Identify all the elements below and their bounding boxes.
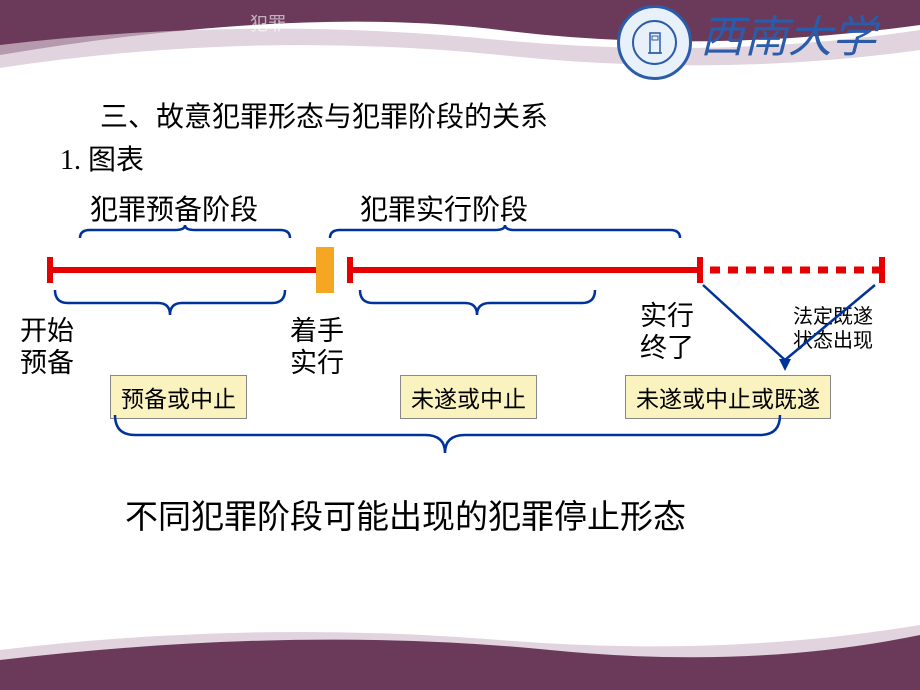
phase-label-preparation: 犯罪预备阶段 xyxy=(90,188,258,228)
svg-text:西南大学: 西南大学 xyxy=(700,13,881,62)
bottom-summary-title: 不同犯罪阶段可能出现的犯罪停止形态 xyxy=(125,490,686,538)
header-faded-title: 犯罪 xyxy=(250,10,286,36)
timeline-diagram xyxy=(20,225,900,475)
university-name-calligraphy: 西南大学 xyxy=(700,10,900,75)
section-title: 三、故意犯罪形态与犯罪阶段的关系 xyxy=(100,95,548,135)
logo-seal-icon xyxy=(617,5,692,80)
subsection-label: 1. 图表 xyxy=(60,138,144,178)
university-logo: 西南大学 xyxy=(617,5,900,80)
wave-bottom-decoration xyxy=(0,590,920,690)
phase-label-execution: 犯罪实行阶段 xyxy=(360,188,528,228)
